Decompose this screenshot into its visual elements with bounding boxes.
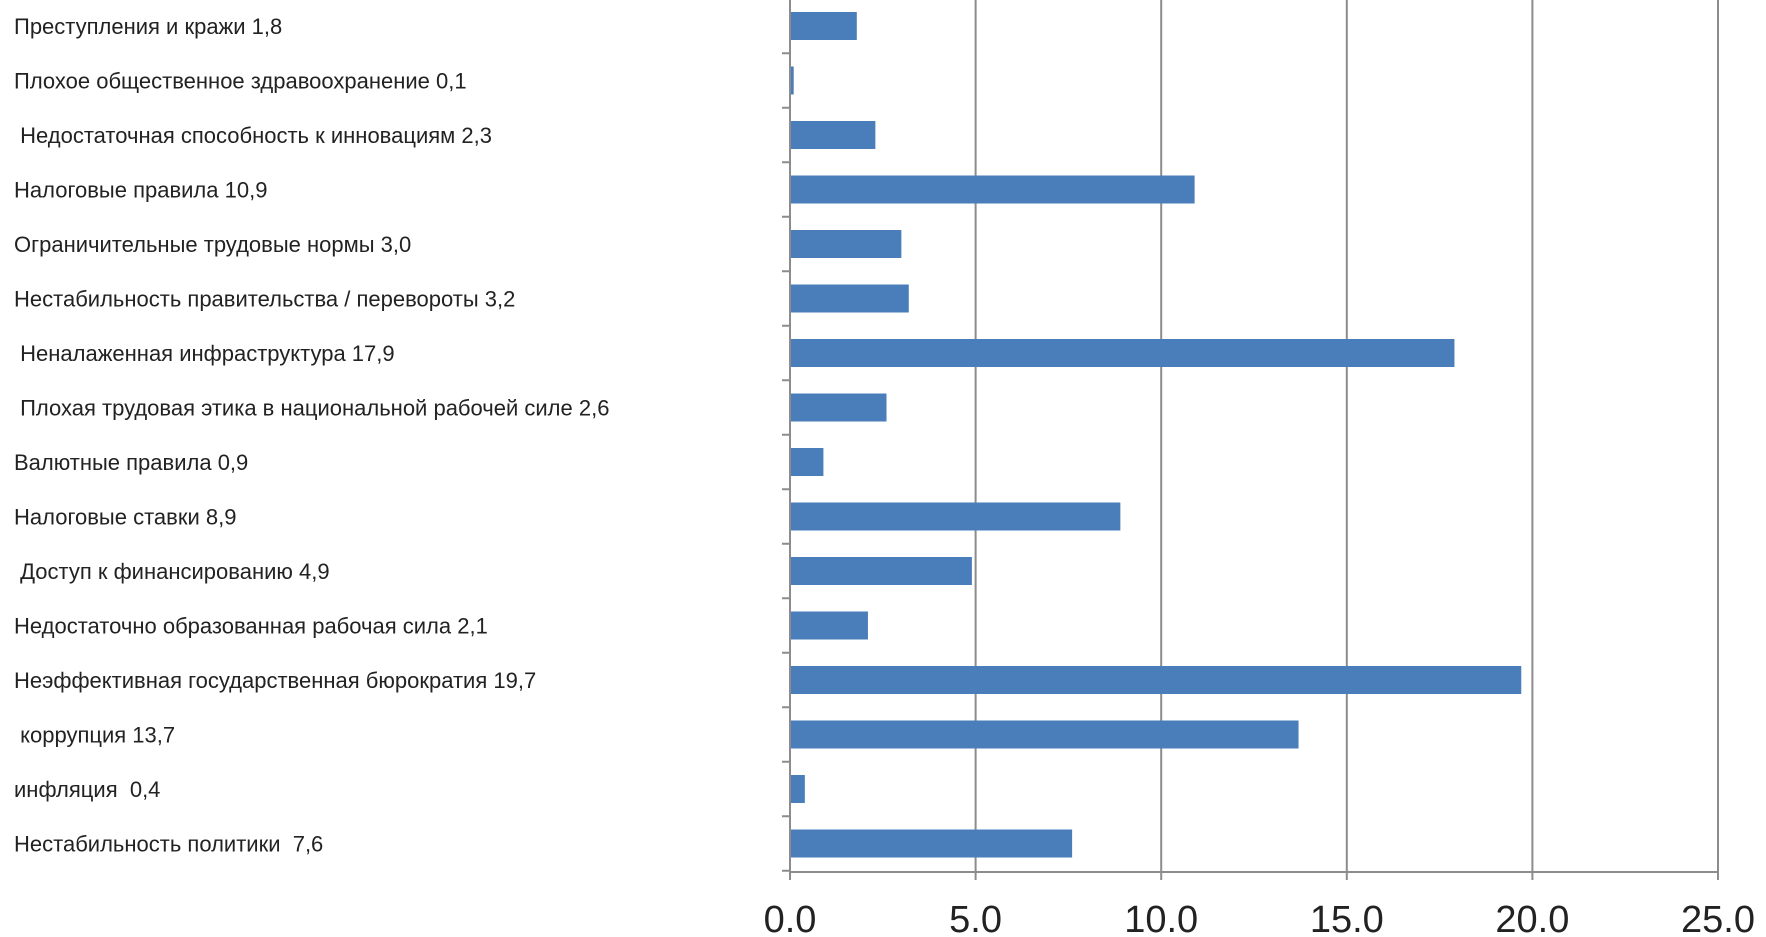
category-label: Ограничительные трудовые нормы 3,0 bbox=[14, 232, 411, 257]
x-tick-label: 15.0 bbox=[1310, 899, 1384, 937]
bar bbox=[790, 284, 909, 313]
category-label: Валютные правила 0,9 bbox=[14, 450, 248, 475]
category-label: Плохая трудовая этика в национальной раб… bbox=[14, 396, 609, 421]
category-label: Нестабильность политики 7,6 bbox=[14, 832, 323, 857]
x-tick-label: 20.0 bbox=[1495, 899, 1569, 937]
category-label: Доступ к финансированию 4,9 bbox=[14, 559, 330, 584]
bar bbox=[790, 339, 1455, 367]
bar bbox=[790, 175, 1195, 204]
bar bbox=[790, 829, 1073, 858]
category-label: Налоговые ставки 8,9 bbox=[14, 505, 236, 530]
category-label: Плохое общественное здравоохранение 0,1 bbox=[14, 69, 467, 94]
bar bbox=[790, 720, 1299, 749]
category-label: коррупция 13,7 bbox=[14, 723, 175, 748]
axes bbox=[782, 0, 1719, 880]
x-tick-label: 5.0 bbox=[949, 899, 1002, 937]
category-label: Преступления и кражи 1,8 bbox=[14, 14, 282, 39]
category-label: Недостаточно образованная рабочая сила 2… bbox=[14, 614, 488, 639]
bar bbox=[790, 557, 972, 585]
x-tick-labels: 0.0 5.0 10.0 15.0 20.0 25.0 bbox=[764, 899, 1755, 937]
bar bbox=[790, 611, 868, 640]
category-labels: Преступления и кражи 1,8 Плохое обществен… bbox=[14, 14, 609, 857]
category-label: инфляция 0,4 bbox=[14, 777, 160, 802]
bar bbox=[790, 12, 857, 40]
bar bbox=[790, 666, 1522, 694]
bar bbox=[790, 502, 1121, 531]
x-tick-label: 25.0 bbox=[1681, 899, 1755, 937]
bar bbox=[790, 448, 824, 476]
bar bbox=[790, 230, 902, 258]
category-label: Неналаженная инфраструктура 17,9 bbox=[14, 341, 395, 366]
x-tick-label: 10.0 bbox=[1124, 899, 1198, 937]
bar bbox=[790, 121, 876, 149]
x-tick-label: 0.0 bbox=[764, 899, 817, 937]
bar bbox=[790, 66, 794, 95]
category-label: Налоговые правила 10,9 bbox=[14, 178, 267, 203]
category-label: Нестабильность правительства / переворот… bbox=[14, 287, 515, 312]
bar bbox=[790, 393, 887, 422]
category-label: Недостаточная способность к инновациям 2… bbox=[14, 123, 492, 148]
category-label: Неэффективная государственная бюрократия… bbox=[14, 668, 536, 693]
bars bbox=[790, 12, 1522, 858]
bar bbox=[790, 775, 805, 803]
